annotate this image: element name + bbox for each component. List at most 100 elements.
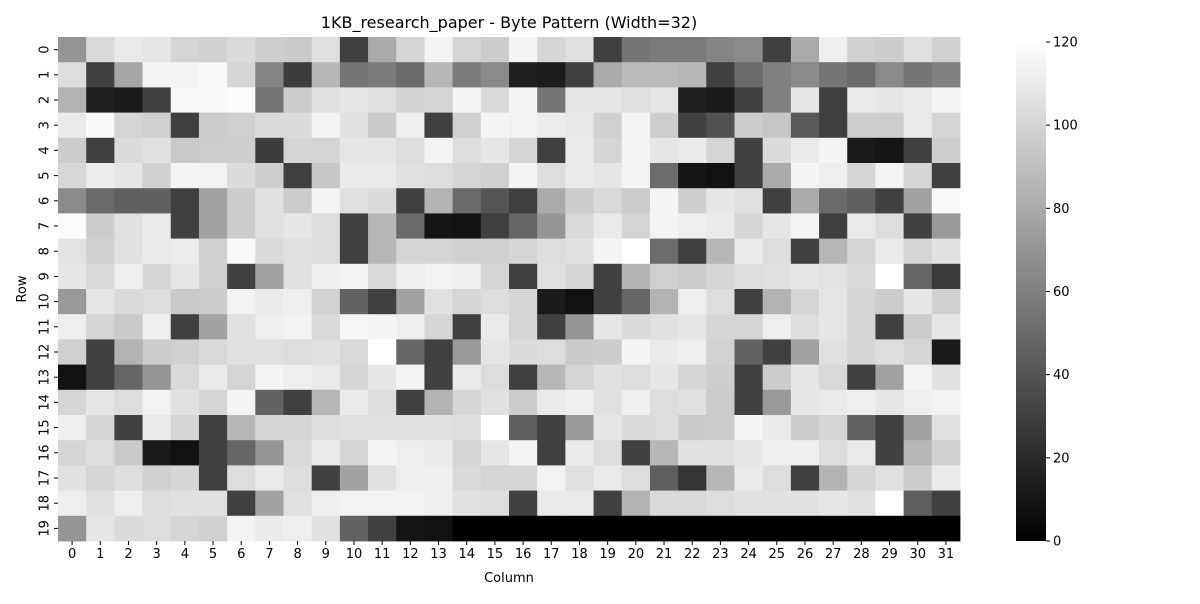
heatmap-cell: [480, 515, 510, 542]
heatmap-cell: [649, 188, 679, 214]
heatmap-cell: [678, 289, 707, 315]
heatmap-cell: [339, 515, 369, 542]
heatmap-cell: [198, 314, 228, 340]
heatmap-cell: [142, 440, 172, 466]
heatmap-cell: [734, 314, 764, 340]
heatmap-cell: [593, 289, 623, 315]
heatmap-cell: [227, 213, 256, 239]
heatmap-cell: [480, 62, 510, 88]
heatmap-cell: [255, 364, 284, 391]
heatmap-cell: [480, 263, 510, 290]
heatmap-cell: [678, 87, 707, 113]
heatmap-cell: [424, 188, 454, 214]
heatmap-cell: [424, 465, 454, 491]
x-tick-label: 1: [96, 547, 104, 562]
heatmap-cell: [819, 213, 848, 239]
heatmap-cell: [311, 137, 341, 164]
heatmap-cell: [903, 289, 933, 315]
heatmap-cell: [480, 37, 510, 63]
heatmap-cell: [762, 87, 792, 113]
heatmap-cell: [170, 238, 200, 265]
heatmap-cell: [311, 188, 341, 214]
heatmap-cell: [509, 339, 538, 365]
heatmap-cell: [86, 213, 115, 239]
heatmap-cell: [931, 339, 961, 365]
x-tick-label: 12: [402, 547, 419, 562]
heatmap-cell: [537, 213, 566, 239]
heatmap-cell: [170, 314, 200, 340]
heatmap-cell: [283, 263, 313, 290]
heatmap-cell: [142, 339, 172, 365]
heatmap-cell: [368, 37, 397, 63]
heatmap-cell: [621, 465, 651, 491]
heatmap-cell: [424, 87, 454, 113]
heatmap-cell: [227, 238, 256, 265]
heatmap-cell: [198, 515, 228, 542]
heatmap-cell: [227, 263, 256, 290]
heatmap-cell: [283, 364, 313, 391]
heatmap-cell: [424, 364, 454, 391]
heatmap-cell: [649, 37, 679, 63]
heatmap-cell: [706, 188, 735, 214]
heatmap-cell: [255, 188, 284, 214]
x-tick-label: 23: [712, 547, 729, 562]
y-axis-title: Row: [15, 275, 30, 302]
heatmap-cell: [790, 112, 820, 139]
heatmap-cell: [480, 389, 510, 416]
heatmap-cell: [480, 238, 510, 265]
heatmap-cell: [649, 289, 679, 315]
heatmap-cell: [678, 490, 707, 517]
heatmap-cell: [565, 314, 594, 340]
heatmap-cell: [931, 163, 961, 189]
heatmap-cell: [480, 364, 510, 391]
y-tick-label: 13: [38, 369, 53, 386]
y-tick-label: 14: [38, 394, 53, 411]
heatmap-cell: [678, 364, 707, 391]
heatmap-cell: [311, 490, 341, 517]
x-tick-label: 8: [293, 547, 301, 562]
heatmap-cell: [790, 389, 820, 416]
heatmap-cell: [198, 339, 228, 365]
heatmap-cell: [593, 364, 623, 391]
heatmap-cell: [311, 314, 341, 340]
heatmap-cell: [198, 364, 228, 391]
heatmap-cell: [819, 415, 848, 441]
heatmap-cell: [86, 289, 115, 315]
heatmap-cell: [198, 137, 228, 164]
heatmap-cell: [452, 238, 482, 265]
heatmap-cell: [396, 415, 425, 441]
heatmap-cell: [621, 289, 651, 315]
y-tick-label: 17: [38, 470, 53, 487]
heatmap-cell: [255, 37, 284, 63]
y-tick-label: 6: [38, 197, 53, 205]
heatmap-cell: [819, 112, 848, 139]
heatmap-cell: [170, 37, 200, 63]
heatmap-cell: [170, 415, 200, 441]
heatmap-cell: [452, 415, 482, 441]
heatmap-cell: [621, 415, 651, 441]
heatmap-cell: [396, 188, 425, 214]
heatmap-cell: [734, 238, 764, 265]
heatmap-cell: [227, 289, 256, 315]
heatmap-cell: [509, 37, 538, 63]
heatmap-cell: [847, 339, 876, 365]
heatmap-cell: [734, 490, 764, 517]
heatmap-cell: [931, 263, 961, 290]
heatmap-cell: [368, 62, 397, 88]
heatmap-cell: [875, 465, 905, 491]
x-tick-label: 13: [430, 547, 447, 562]
heatmap-cell: [649, 62, 679, 88]
heatmap-cell: [931, 238, 961, 265]
heatmap-cell: [678, 263, 707, 290]
heatmap-cell: [621, 389, 651, 416]
heatmap-cell: [368, 263, 397, 290]
heatmap-cell: [931, 465, 961, 491]
heatmap-cell: [593, 238, 623, 265]
y-tick-label: 12: [38, 344, 53, 361]
heatmap-cell: [509, 213, 538, 239]
heatmap-cell: [142, 389, 172, 416]
heatmap-cell: [931, 440, 961, 466]
heatmap-cell: [790, 314, 820, 340]
heatmap-cell: [227, 62, 256, 88]
heatmap-cell: [565, 112, 594, 139]
